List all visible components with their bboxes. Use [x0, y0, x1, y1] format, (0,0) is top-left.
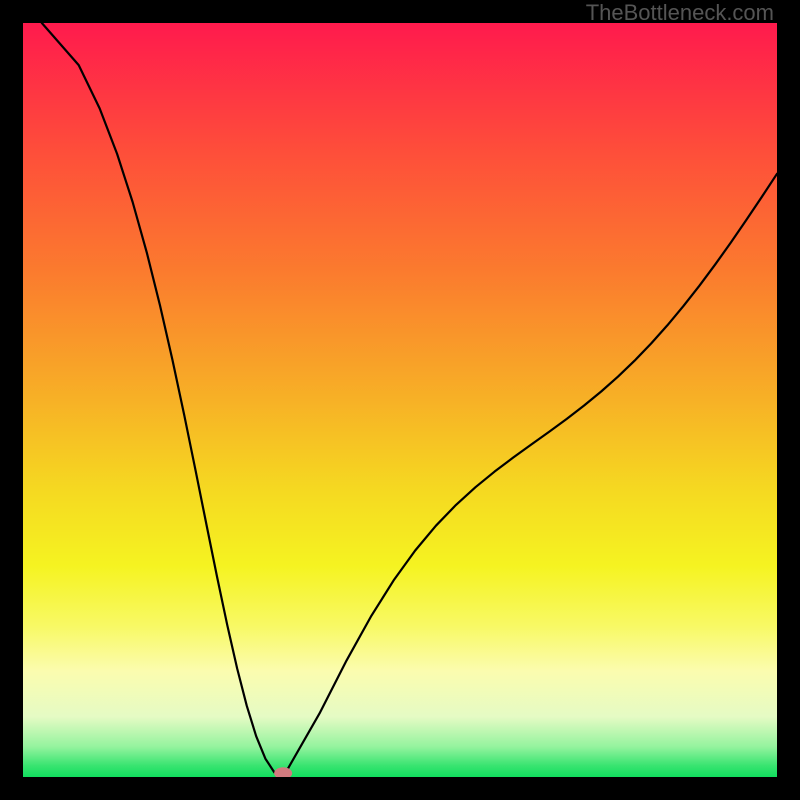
frame-bottom: [0, 777, 800, 800]
chart-svg: [23, 23, 777, 777]
watermark-text: TheBottleneck.com: [586, 0, 774, 26]
frame-right: [777, 0, 800, 800]
gradient-background: [23, 23, 777, 777]
frame-left: [0, 0, 23, 800]
chart-container: TheBottleneck.com: [0, 0, 800, 800]
plot-area: [23, 23, 777, 777]
